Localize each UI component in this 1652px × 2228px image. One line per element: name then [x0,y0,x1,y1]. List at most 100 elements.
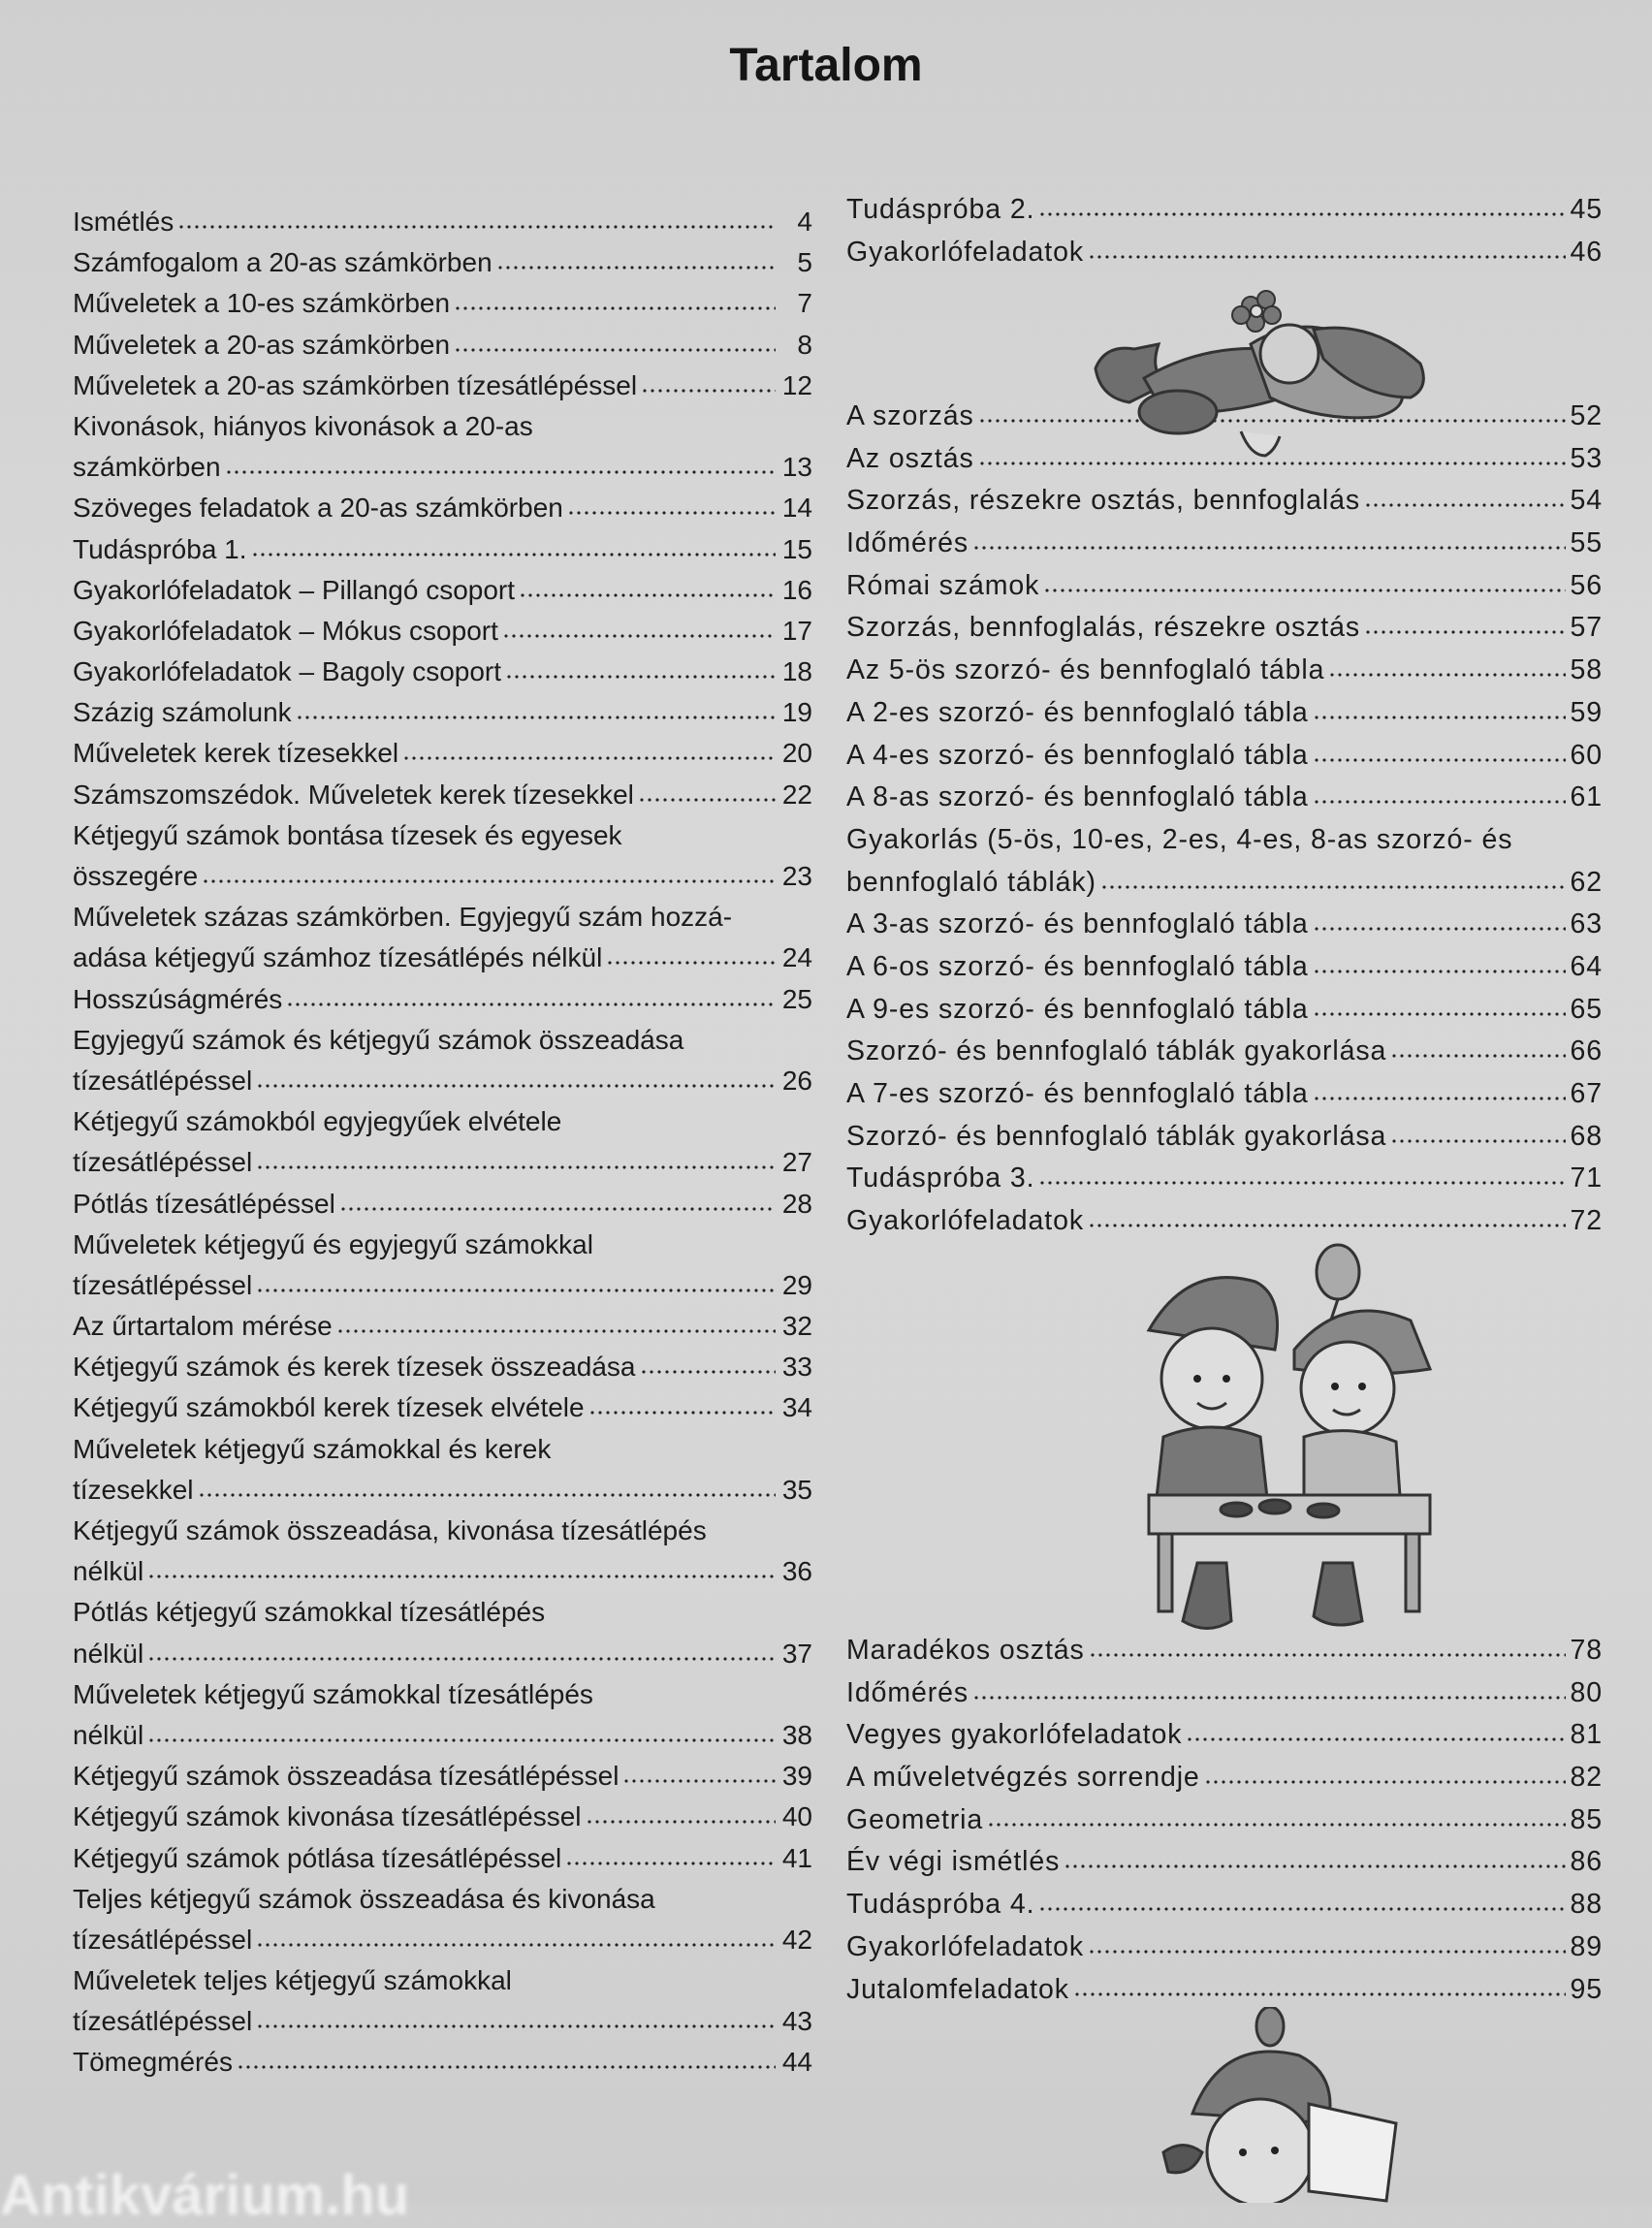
toc-page-number: 14 [781,493,812,524]
dot-leader [295,714,776,722]
toc-page-number: 63 [1570,908,1603,940]
toc-entry-title: A műveletvégzés sorrendje [846,1762,1200,1794]
toc-entry-line: Év végi ismétlés 86 [846,1841,1603,1884]
toc-entry: Gyakorlófeladatok – Bagoly csoport 18 [73,652,812,692]
toc-entry-title: tízesátlépéssel [73,1924,253,1955]
dot-leader [1038,1179,1566,1188]
toc-entry-line: Műveletek kétjegyű számokkal tízesátlépé… [73,1674,812,1715]
toc-entry: Teljes kétjegyű számok összeadása és kiv… [73,1879,812,1960]
watermark-logo: Antikvárium.hu [0,2164,410,2227]
toc-entry-line: Számfogalom a 20-as számkörben 5 [73,242,812,283]
toc-entry-line: számkörben 13 [73,447,812,488]
dot-leader [1064,1862,1566,1871]
toc-entry: Gyakorlófeladatok 89 [846,1926,1603,1969]
toc-entry-title: Év végi ismétlés [846,1846,1061,1878]
toc-entry-line: A 8-as szorzó- és bennfoglaló tábla 61 [846,777,1603,819]
toc-page-number: 67 [1570,1078,1603,1109]
dot-leader [588,1409,776,1417]
two-gnomes-at-table-illustration [1146,1243,1433,1630]
dot-leader [1312,713,1566,721]
toc-right-block-2: A szorzás 52 Az osztás 53 Szorzás, részekre … [846,396,1603,1243]
toc-entry-title: Műveletek a 20-as számkörben tízesátlépé… [73,369,638,400]
toc-entry-line: Tömegmérés 44 [73,2042,812,2083]
dot-leader [1038,1905,1566,1914]
toc-entry-title: Kétjegyű számok és kerek tízesek összead… [73,1352,636,1383]
dot-leader [1043,586,1566,594]
dot-leader [1390,1052,1566,1061]
dot-leader [519,590,776,599]
toc-entry-title: nélkül [73,1556,144,1587]
toc-entry-line: A 6-os szorzó- és bennfoglaló tábla 64 [846,946,1603,989]
dot-leader [1328,671,1566,680]
toc-entry-line: Műveletek kétjegyű számokkal és kerek [73,1429,812,1470]
toc-entry-title: Maradékos osztás [846,1635,1085,1666]
toc-entry-title: A 3-as szorzó- és bennfoglaló tábla [846,908,1309,940]
toc-page-number: 38 [781,1719,812,1750]
toc-entry: A szorzás 52 [846,396,1603,438]
dot-leader [256,1163,776,1172]
toc-entry-line: Tudáspróba 3. 71 [846,1158,1603,1200]
toc-entry-title: adása kétjegyű számhoz tízesátlépés nélk… [73,942,603,973]
toc-entry: Geometria 85 [846,1799,1603,1842]
toc-page-number: 86 [1570,1846,1603,1878]
dot-leader [1312,1095,1566,1102]
toc-page-number: 36 [781,1556,812,1587]
toc-entry-line: adása kétjegyű számhoz tízesátlépés nélk… [73,938,812,978]
dot-leader [256,1940,776,1949]
toc-entry-line: Római számok 56 [846,565,1603,608]
toc-page-number: 68 [1570,1120,1603,1152]
toc-left-column: Ismétlés 4 Számfogalom a 20-as számkörben 5… [73,202,812,2084]
toc-entry: Szöveges feladatok a 20-as számkörben 14 [73,488,812,528]
toc-entry-title: Gyakorlófeladatok – Mókus csoport [73,615,498,646]
toc-entry-line: Az 5-ös szorzó- és bennfoglaló tábla 58 [846,650,1603,692]
toc-entry-line: tízesátlépéssel 26 [73,1061,812,1101]
toc-entry-title: Műveletek kerek tízesekkel [73,738,399,769]
toc-entry-title: Az osztás [846,442,974,474]
toc-entry: Tudáspróba 1. 15 [73,529,812,570]
toc-entry: Számszomszédok. Műveletek kerek tízesekk… [73,775,812,815]
gnome-with-book-illustration [1161,2007,1398,2203]
toc-page-number: 37 [781,1638,812,1669]
toc-entry-title: Tömegmérés [73,2047,233,2078]
toc-entry-title: Kétjegyű számokból kerek tízesek elvétel… [73,1392,585,1423]
toc-entry-title: Tudáspróba 4. [846,1889,1035,1921]
toc-page-number: 13 [781,452,812,483]
toc-page-number: 54 [1570,485,1603,517]
toc-entry-line: Kétjegyű számokból kerek tízesek elvétel… [73,1387,812,1428]
dot-leader [147,1573,776,1581]
toc-entry-line: Kétjegyű számok bontása tízesek és egyes… [73,815,812,856]
toc-entry: Gyakorlás (5-ös, 10-es, 2-es, 4-es, 8-as… [846,819,1603,904]
toc-entry-title: összegére [73,861,199,891]
toc-entry: Kétjegyű számok összeadása, kivonása tíz… [73,1511,812,1592]
toc-page-number: 53 [1570,442,1603,474]
toc-entry-line: tízesekkel 35 [73,1470,812,1511]
toc-page-number: 66 [1570,1035,1603,1067]
toc-entry-title: Gyakorlófeladatok [846,236,1085,268]
toc-entry: Gyakorlófeladatok – Mókus csoport 17 [73,611,812,652]
toc-entry-line: Tudáspróba 1. 15 [73,529,812,570]
toc-entry-line: Gyakorlás (5-ös, 10-es, 2-es, 4-es, 8-as… [846,819,1603,862]
dot-leader [1186,1735,1566,1744]
toc-entry-title: Jutalomfeladatok [846,1973,1069,2005]
toc-page-number: 18 [781,656,812,687]
dot-leader [1312,755,1566,764]
toc-entry: Kétjegyű számok kivonása tízesátlépéssel… [73,1797,812,1837]
toc-page-number: 82 [1570,1762,1603,1794]
toc-entry: Hosszúságmérés 25 [73,979,812,1020]
toc-entry: Vegyes gyakorlófeladatok 81 [846,1714,1603,1757]
toc-entry: Műveletek teljes kétjegyű számokkal tízes… [73,1960,812,2042]
toc-entry-title: tízesátlépéssel [73,1065,253,1096]
toc-entry-title: Százig számolunk [73,697,292,728]
toc-entry-title: Kétjegyű számok összeadása, kivonása tíz… [73,1515,707,1545]
toc-entry-line: összegére 23 [73,856,812,897]
toc-page-number: 56 [1570,569,1603,601]
toc-entry-line: Kétjegyű számok pótlása tízesátlépéssel 4… [73,1838,812,1879]
toc-entry: Tömegmérés 44 [73,2042,812,2083]
toc-entry-title: tízesátlépéssel [73,1269,253,1300]
toc-entry-line: Időmérés 55 [846,523,1603,565]
toc-entry-title: Gyakorlófeladatok – Pillangó csoport [73,574,516,605]
toc-entry: Kétjegyű számok bontása tízesek és egyes… [73,815,812,897]
dot-leader [1390,1136,1566,1145]
dot-leader [1312,925,1566,934]
toc-page-number: 8 [797,329,812,360]
